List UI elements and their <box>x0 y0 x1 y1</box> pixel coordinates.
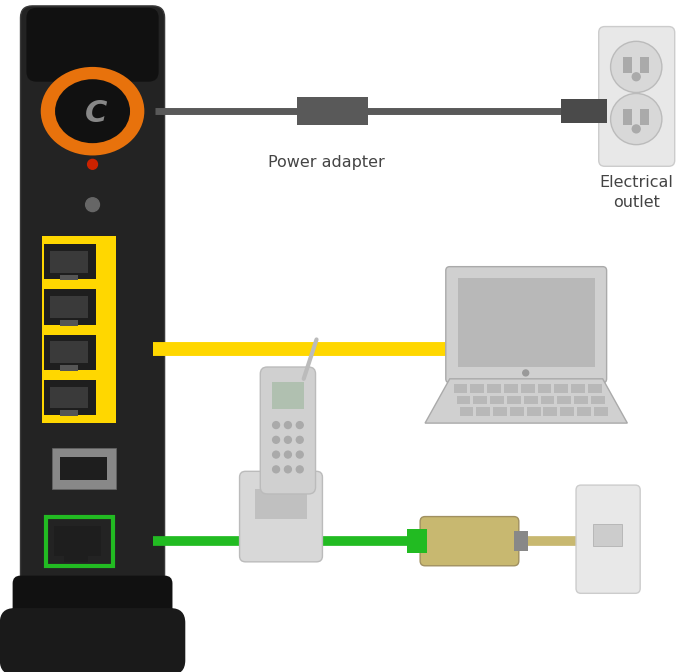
Bar <box>507 396 521 405</box>
Circle shape <box>285 451 291 458</box>
Circle shape <box>296 436 303 444</box>
Bar <box>50 296 88 318</box>
Circle shape <box>632 125 640 133</box>
Bar <box>640 110 649 125</box>
Bar <box>524 396 537 405</box>
Bar <box>577 407 591 416</box>
Bar <box>407 530 427 553</box>
Circle shape <box>88 159 97 169</box>
FancyBboxPatch shape <box>27 8 159 82</box>
Bar <box>473 396 487 405</box>
Bar <box>623 57 632 73</box>
Bar <box>297 97 368 125</box>
Ellipse shape <box>41 67 144 155</box>
Circle shape <box>86 198 99 212</box>
Circle shape <box>296 421 303 429</box>
Bar <box>50 386 88 409</box>
Circle shape <box>272 466 279 473</box>
Circle shape <box>285 436 291 444</box>
Bar <box>594 407 607 416</box>
Bar <box>591 396 605 405</box>
Circle shape <box>523 370 528 376</box>
Bar <box>64 554 88 562</box>
Bar <box>571 384 585 392</box>
Circle shape <box>272 421 279 429</box>
Circle shape <box>272 451 279 458</box>
Bar <box>560 407 574 416</box>
Bar <box>454 384 467 392</box>
Circle shape <box>611 41 662 93</box>
Bar <box>471 384 484 392</box>
FancyBboxPatch shape <box>576 485 640 593</box>
Bar <box>60 275 78 280</box>
Bar <box>458 278 595 367</box>
Bar <box>255 489 306 519</box>
FancyBboxPatch shape <box>20 6 165 655</box>
Bar <box>44 244 95 280</box>
Circle shape <box>296 466 303 473</box>
Ellipse shape <box>55 79 130 143</box>
Circle shape <box>611 93 662 144</box>
Bar <box>490 396 504 405</box>
Bar <box>526 407 541 416</box>
Text: Electrical
outlet: Electrical outlet <box>599 175 673 210</box>
Bar <box>457 396 471 405</box>
Bar <box>50 251 88 273</box>
Bar <box>50 341 88 363</box>
FancyBboxPatch shape <box>13 576 172 655</box>
Bar <box>541 396 554 405</box>
Bar <box>510 407 524 416</box>
Bar <box>272 382 304 409</box>
Bar <box>477 407 490 416</box>
Bar <box>557 396 571 405</box>
Bar <box>54 526 101 556</box>
Circle shape <box>285 421 291 429</box>
Bar <box>60 456 108 480</box>
Bar <box>554 384 568 392</box>
Bar <box>493 407 507 416</box>
FancyBboxPatch shape <box>0 608 185 672</box>
Bar <box>44 335 95 370</box>
Bar <box>561 99 607 123</box>
Polygon shape <box>425 379 627 423</box>
Bar <box>588 384 602 392</box>
Circle shape <box>285 466 291 473</box>
Bar <box>52 448 116 489</box>
FancyBboxPatch shape <box>260 367 315 494</box>
Bar <box>60 411 78 416</box>
Bar <box>487 384 501 392</box>
Circle shape <box>272 436 279 444</box>
Bar <box>593 524 622 546</box>
Bar <box>44 380 95 415</box>
Text: C: C <box>85 99 108 128</box>
Bar <box>460 407 473 416</box>
Bar <box>46 517 113 566</box>
FancyBboxPatch shape <box>420 517 519 566</box>
Bar <box>514 532 528 551</box>
Bar <box>623 110 632 125</box>
Bar <box>44 289 95 325</box>
Bar <box>504 384 518 392</box>
Circle shape <box>296 451 303 458</box>
Bar <box>42 236 116 423</box>
FancyBboxPatch shape <box>446 267 607 383</box>
Bar <box>60 365 78 371</box>
Bar <box>543 407 557 416</box>
Bar <box>574 396 588 405</box>
Bar <box>537 384 552 392</box>
FancyBboxPatch shape <box>240 471 322 562</box>
Bar <box>60 320 78 326</box>
Bar <box>521 384 535 392</box>
Text: Power adapter: Power adapter <box>268 155 385 171</box>
Bar <box>640 57 649 73</box>
Circle shape <box>632 73 640 81</box>
FancyBboxPatch shape <box>599 27 675 166</box>
